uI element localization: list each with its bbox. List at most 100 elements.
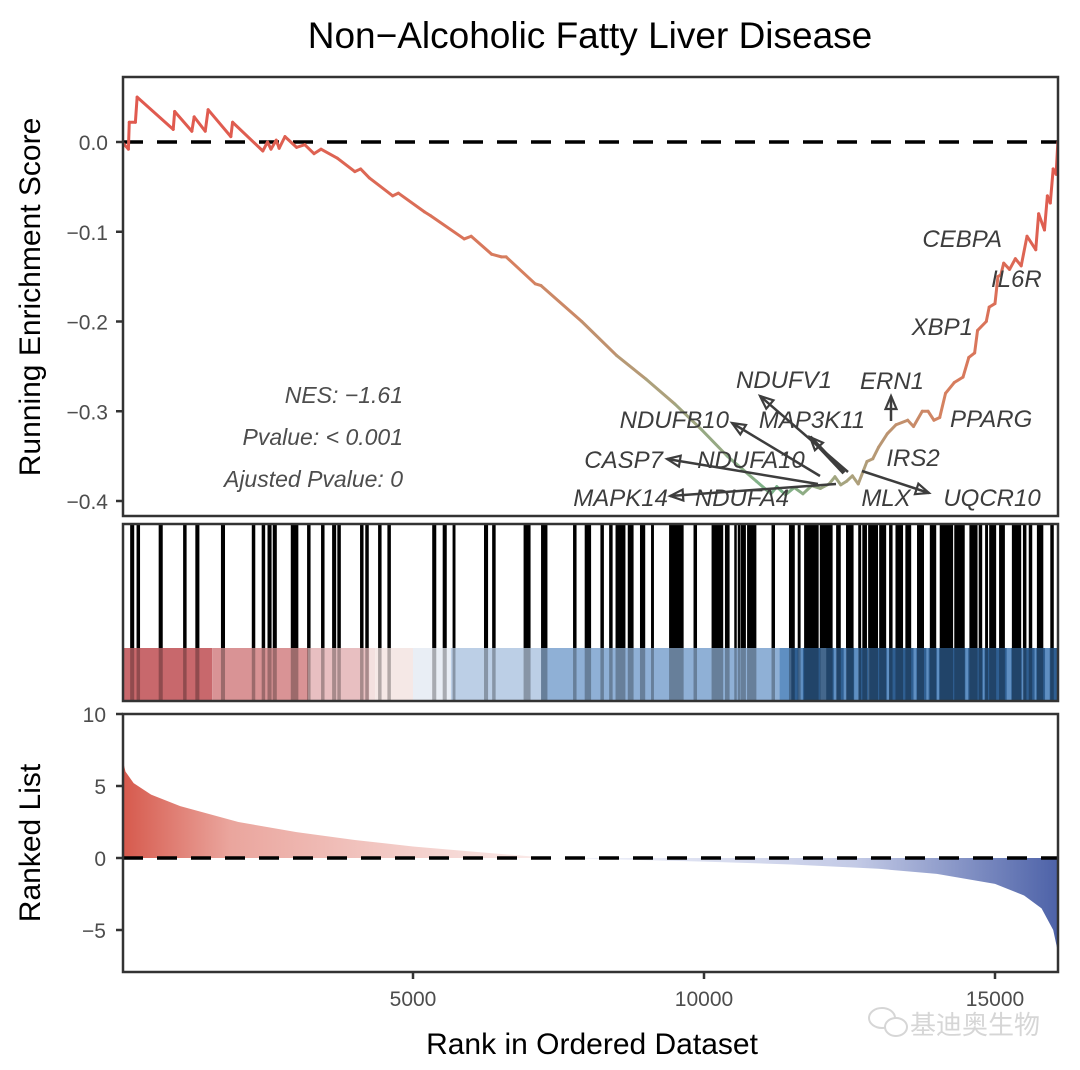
- gene-hit-shadow: [183, 648, 187, 701]
- heatmap-bin: [779, 648, 792, 701]
- y-tick-label: −0.4: [67, 491, 109, 514]
- es-curve-segment: [396, 191, 427, 214]
- es-curve-segment: [229, 120, 235, 139]
- gene-label-ndufv1: NDUFV1: [736, 367, 832, 394]
- gene-hit-line: [442, 524, 447, 648]
- es-curve-segment: [580, 320, 619, 358]
- gene-hit-line: [387, 524, 391, 648]
- heatmap-bin: [798, 648, 803, 701]
- ranked-list-negative-area: [552, 858, 1058, 952]
- gene-hit-line: [130, 524, 135, 648]
- gene-hit-line: [615, 524, 626, 648]
- gene-label-il6r: IL6R: [991, 266, 1042, 293]
- gene-hit-shadow: [609, 648, 613, 701]
- running-es-y-axis: 0.0 −0.1 −0.2 −0.3 −0.4: [67, 132, 123, 514]
- gene-hit-line: [600, 524, 604, 648]
- ranked-list-panel: 10 5 0 −5 Ranked List 5000 10000 15000 Rank i…: [14, 704, 1060, 1061]
- wechat-icon: [868, 1007, 908, 1037]
- gene-label-irs2: IRS2: [886, 445, 939, 472]
- heatmap-bin: [965, 648, 969, 701]
- gene-hit-shadow: [251, 648, 256, 701]
- gene-hit-line: [734, 524, 737, 648]
- gene-hit-line: [836, 524, 841, 648]
- gene-hit-line: [788, 524, 795, 648]
- gene-hit-shadow: [600, 648, 604, 701]
- gene-hit-line: [819, 524, 833, 648]
- gene-hit-shadow: [917, 648, 924, 701]
- gene-hit-shadow: [895, 648, 904, 701]
- es-curve-segment: [133, 95, 139, 124]
- gene-label-mlx: MLX: [861, 485, 911, 512]
- gene-hit-line: [747, 524, 757, 648]
- gene-hit-shadow: [639, 648, 646, 701]
- gene-hit-line: [220, 524, 226, 648]
- gene-hit-shadow: [905, 648, 912, 701]
- es-curve-segment: [192, 115, 207, 133]
- es-curve-segment: [615, 354, 648, 381]
- es-curve-segment: [203, 108, 210, 133]
- es-curve-segment: [856, 460, 869, 486]
- gene-hit-line: [895, 524, 904, 648]
- gene-label-ndufb10: NDUFB10: [620, 407, 730, 434]
- gene-hit-shadow: [584, 648, 592, 701]
- es-curve-segment: [871, 445, 881, 461]
- es-curve-segment: [976, 320, 988, 332]
- gene-hit-line: [804, 524, 819, 648]
- es-curve-segment: [126, 120, 131, 151]
- gene-label-pparg: PPARG: [950, 406, 1032, 433]
- arrowhead-icon: [757, 394, 776, 411]
- y-tick-label: −5: [82, 920, 106, 943]
- ranked-list-area: [123, 761, 1058, 952]
- gene-hit-line: [711, 524, 724, 648]
- heatmap-bin: [413, 648, 451, 701]
- gene-hit-shadow: [929, 648, 937, 701]
- heatmap-bin: [886, 648, 890, 701]
- gene-hit-shadow: [985, 648, 989, 701]
- es-curve-segment: [877, 432, 889, 449]
- gene-hit-shadow: [267, 648, 272, 701]
- es-curve-segment: [490, 252, 503, 259]
- gene-hit-shadow: [889, 648, 893, 701]
- gene-hit-line: [737, 524, 741, 648]
- es-curve-segment: [938, 391, 948, 420]
- gene-hit-shadow: [272, 648, 277, 701]
- es-curve-segment: [912, 409, 924, 429]
- gene-hit-line: [432, 524, 437, 648]
- gene-hit-shadow: [804, 648, 819, 701]
- gene-hit-line: [360, 524, 364, 648]
- gene-hit-line: [771, 524, 776, 648]
- gene-hit-line: [523, 524, 531, 648]
- gene-hit-shadow: [492, 648, 496, 701]
- gene-hit-shadow: [432, 648, 437, 701]
- es-curve-segment: [926, 409, 936, 422]
- gene-hit-shadow: [220, 648, 226, 701]
- ranked-list-frame: [121, 712, 1060, 974]
- gene-hit-line: [290, 524, 299, 648]
- gene-hit-line: [272, 524, 277, 648]
- gene-hit-line: [584, 524, 592, 648]
- es-curve-segment: [469, 234, 494, 256]
- pvalue-label: Pvalue: < 0.001: [243, 424, 403, 450]
- y-tick-label: −0.2: [67, 312, 108, 335]
- gene-label-xbp1: XBP1: [911, 314, 973, 341]
- y-tick-label: −0.3: [67, 401, 108, 424]
- gene-hit-line: [195, 524, 200, 648]
- gene-hit-shadow: [130, 648, 135, 701]
- es-curve-segment: [952, 375, 965, 385]
- ranked-list-y-label: Ranked List: [14, 763, 47, 922]
- gene-hit-shadow: [573, 648, 577, 701]
- gene-hit-line: [724, 524, 730, 648]
- es-curve-segment: [319, 147, 339, 160]
- heatmap-bin: [375, 648, 413, 701]
- es-curve-segment: [833, 475, 843, 487]
- gene-hit-line: [639, 524, 646, 648]
- heatmap-bin: [781, 648, 1058, 701]
- heatmap-bin: [843, 648, 847, 701]
- gene-label-mapk14: MAPK14: [573, 485, 668, 512]
- es-curve-segment: [283, 135, 299, 149]
- es-curve-segment: [171, 109, 177, 131]
- gene-hit-shadow: [307, 648, 311, 701]
- heatmap-bin: [1021, 648, 1024, 701]
- gene-hit-shadow: [136, 648, 141, 701]
- heatmap-bin: [541, 648, 782, 701]
